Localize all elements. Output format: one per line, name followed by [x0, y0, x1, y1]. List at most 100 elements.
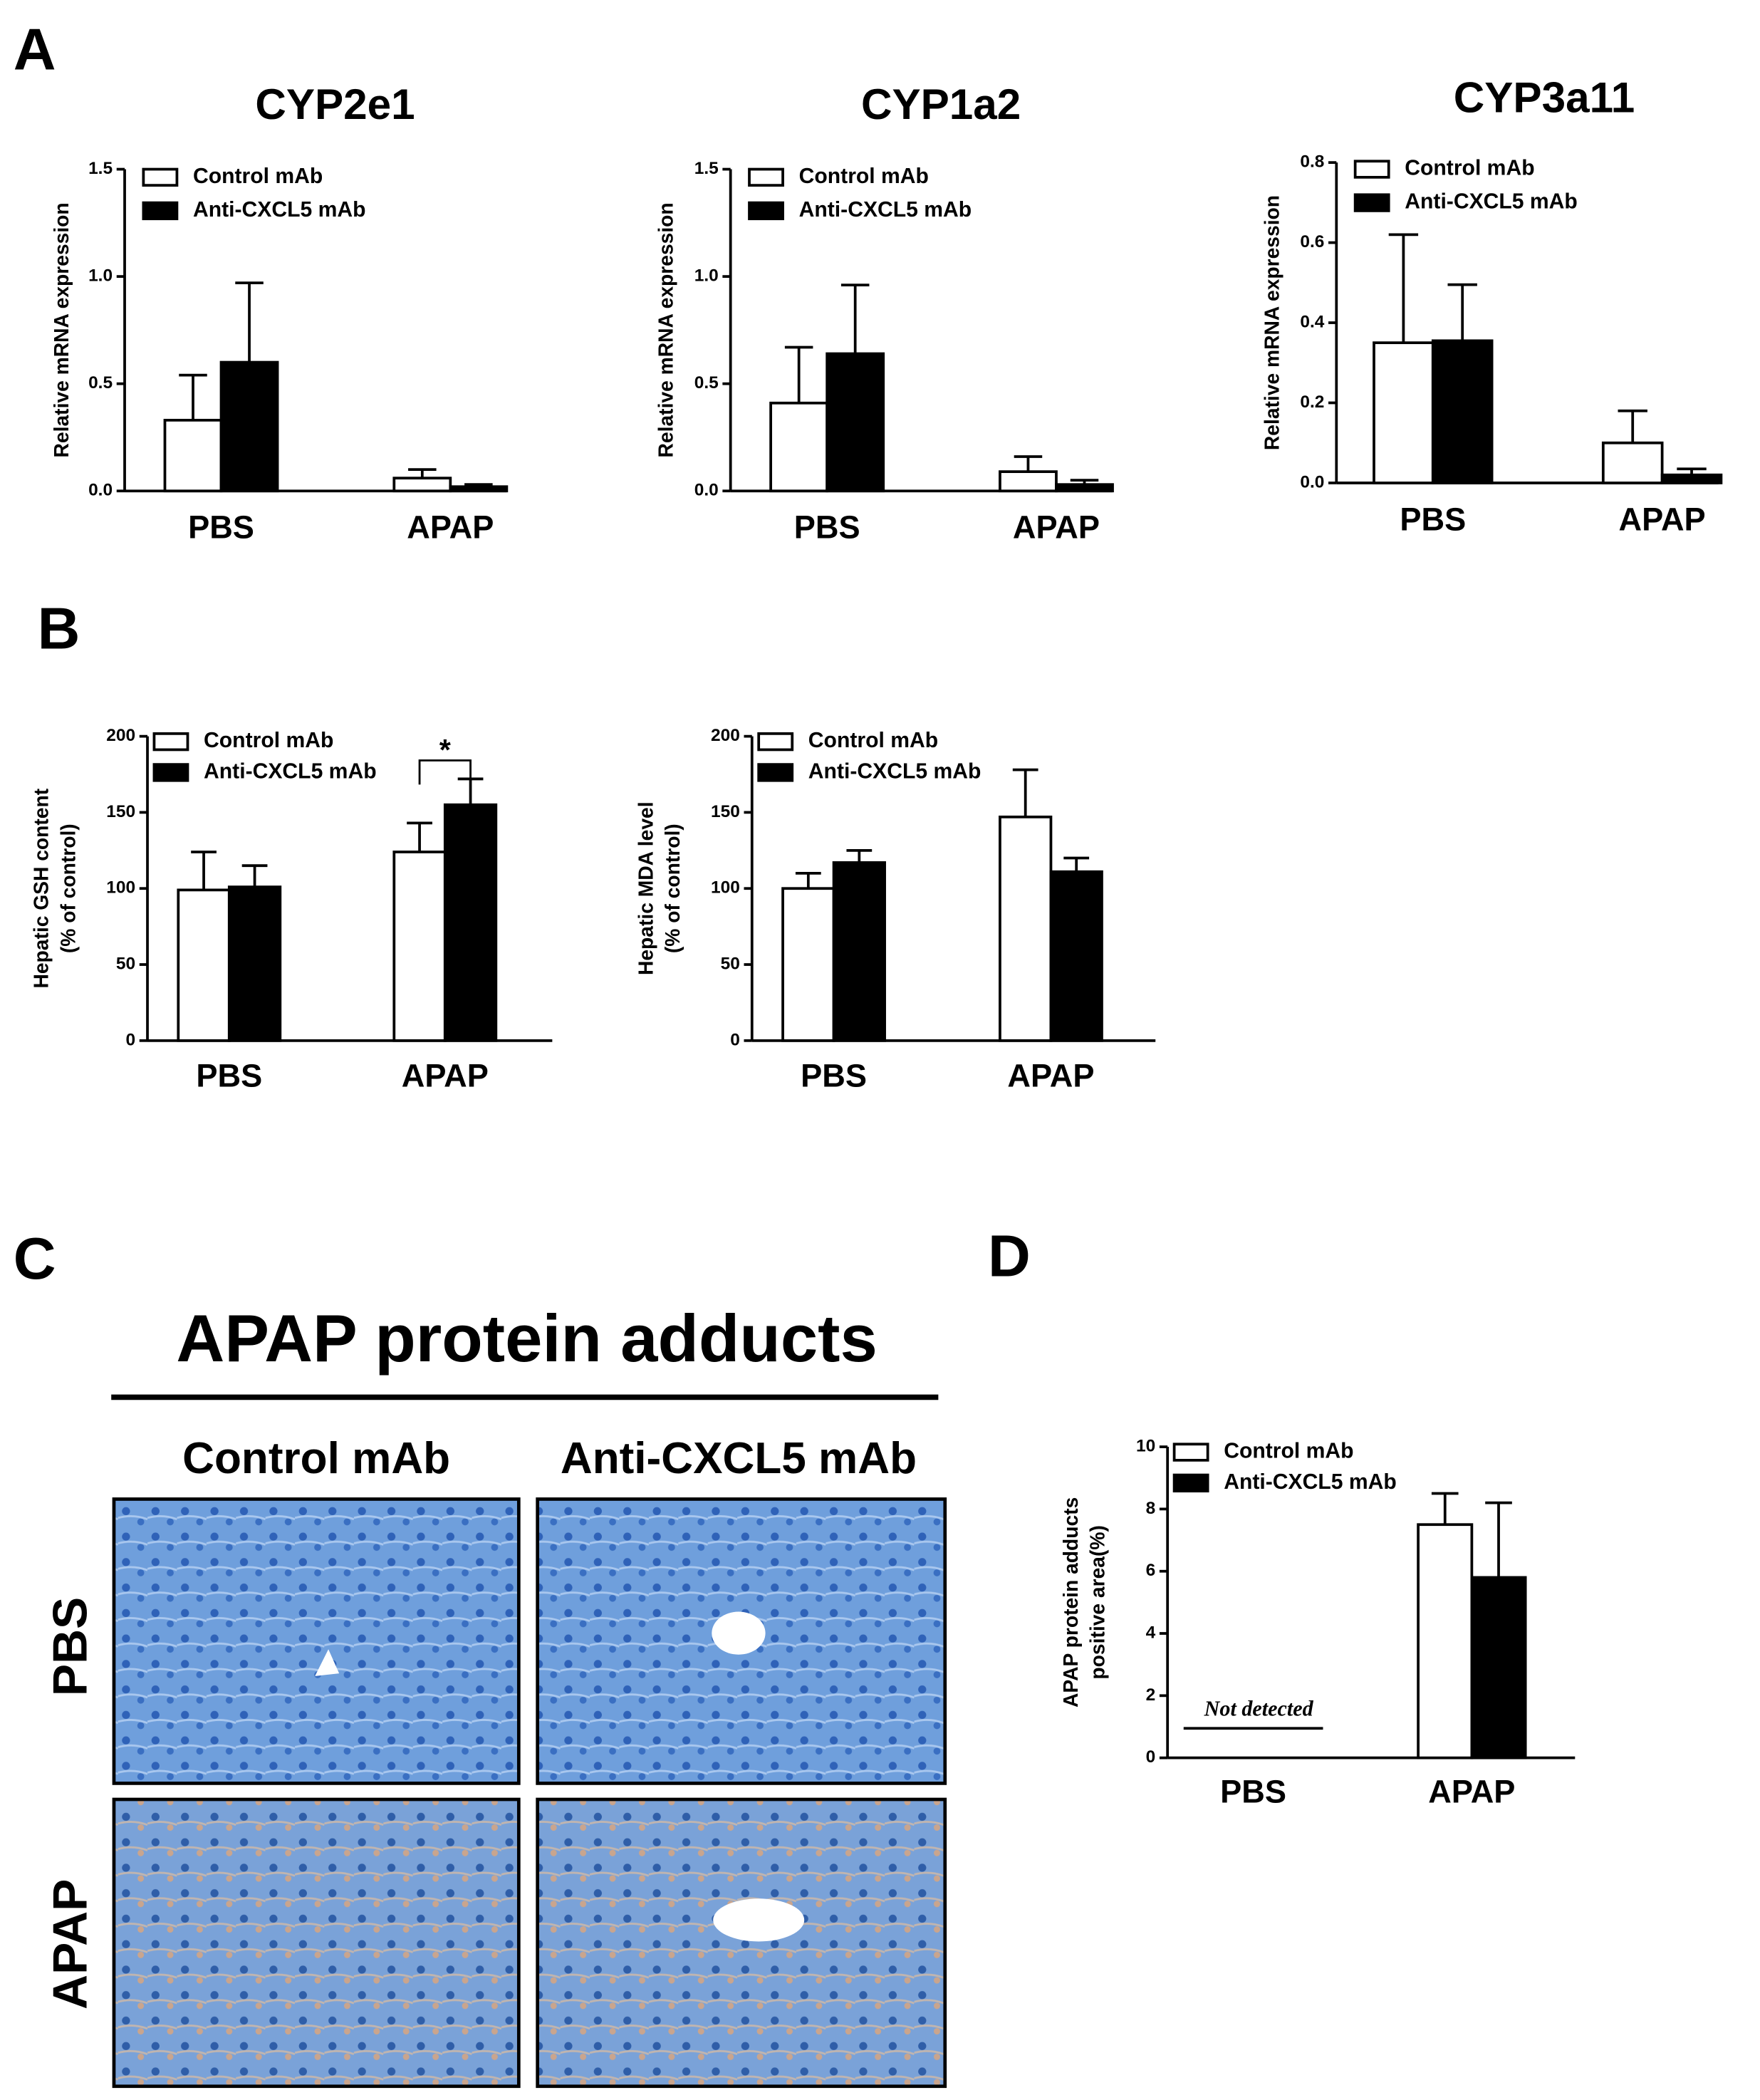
x-tick-label: PBS	[1220, 1773, 1286, 1809]
column-header: Anti-CXCL5 mAb	[561, 1434, 917, 1483]
error-bar	[840, 284, 870, 354]
error-bar	[846, 848, 873, 863]
error-bar	[179, 373, 207, 420]
panel-label: B	[38, 596, 80, 662]
error-bar	[1431, 1492, 1459, 1525]
y-tick-label: 8	[1146, 1499, 1156, 1518]
error-bar	[408, 468, 437, 479]
x-tick-label: PBS	[794, 509, 860, 546]
micrograph	[112, 1797, 521, 2089]
bar	[449, 485, 509, 493]
error-bar	[795, 871, 821, 889]
y-tick-label: 1.5	[694, 159, 719, 178]
y-tick-label: 100	[711, 878, 740, 898]
y-tick-label: 200	[106, 726, 135, 745]
y-tick-label: 2	[1146, 1685, 1156, 1705]
bar	[781, 887, 835, 1042]
annotation: Not detected	[1204, 1697, 1314, 1721]
bar	[1660, 473, 1723, 484]
legend-label: Anti-CXCL5 mAb	[1405, 190, 1578, 214]
y-tick-label: 0.6	[1300, 232, 1324, 251]
y-tick-label: 0.2	[1300, 393, 1324, 412]
legend-swatch	[748, 201, 784, 221]
legend-swatch	[748, 167, 784, 187]
x-tick-label: PBS	[196, 1057, 262, 1093]
y-axis-label: Relative mRNA expression	[1260, 195, 1283, 450]
x-tick-label: PBS	[801, 1057, 867, 1093]
legend-swatch	[142, 167, 179, 187]
bar	[1373, 341, 1434, 484]
y-tick-label: 1.0	[88, 266, 113, 286]
y-tick-label: 0.5	[694, 373, 719, 393]
bar	[826, 352, 885, 493]
y-tick-label: 6	[1146, 1561, 1156, 1580]
bar	[1431, 339, 1494, 484]
y-tick-label: 200	[711, 726, 740, 745]
bar	[1049, 870, 1103, 1042]
micrograph	[112, 1497, 521, 1785]
micrograph	[536, 1797, 947, 2089]
row-header: APAP	[43, 1879, 97, 2010]
y-tick-label: 150	[106, 802, 135, 821]
column-header: Control mAb	[182, 1434, 450, 1483]
error-bar	[407, 821, 432, 852]
legend-label: Control mAb	[1224, 1440, 1353, 1463]
bar	[1601, 441, 1664, 484]
error-bar	[1063, 856, 1090, 872]
bar	[1417, 1523, 1474, 1759]
error-bar	[1388, 233, 1419, 343]
y-tick-label: 0	[730, 1030, 740, 1049]
panel-label: A	[14, 16, 56, 83]
x-tick-label: APAP	[1428, 1773, 1515, 1809]
x-tick-label: APAP	[407, 509, 494, 546]
error-bar	[1014, 455, 1043, 472]
legend-swatch	[152, 732, 189, 752]
y-tick-label: 0	[125, 1030, 135, 1049]
legend-label: Control mAb	[204, 729, 333, 752]
bar	[769, 401, 829, 493]
error-bar	[235, 281, 264, 363]
bar	[999, 815, 1053, 1042]
y-tick-label: 10	[1136, 1437, 1155, 1456]
bar	[1055, 483, 1114, 493]
legend-label: Anti-CXCL5 mAb	[1224, 1470, 1397, 1494]
y-tick-label: 100	[106, 878, 135, 898]
bar	[1470, 1576, 1527, 1759]
bar	[443, 803, 498, 1042]
error-bar	[191, 851, 217, 890]
panel-label: D	[988, 1222, 1031, 1289]
y-axis-label: Hepatic GSH content	[30, 788, 53, 988]
chart-title: CYP2e1	[255, 80, 415, 128]
legend-swatch	[1353, 160, 1390, 179]
y-axis-label: Relative mRNA expression	[655, 202, 677, 457]
legend-label: Control mAb	[808, 729, 938, 752]
error-bar	[1618, 409, 1647, 443]
x-tick-label: PBS	[188, 509, 254, 546]
bar	[392, 477, 452, 493]
legend-label: Anti-CXCL5 mAb	[204, 759, 377, 783]
significance-label: *	[439, 734, 452, 766]
legend-swatch	[142, 201, 179, 221]
legend-swatch	[1172, 1443, 1209, 1462]
y-axis-label: (% of control)	[56, 823, 79, 953]
y-tick-label: 0.0	[694, 481, 719, 500]
chart-title: CYP1a2	[861, 80, 1021, 128]
bar	[219, 360, 279, 493]
y-axis-label: Relative mRNA expression	[50, 202, 73, 457]
error-bar	[784, 345, 813, 403]
significance-bracket	[418, 759, 472, 785]
y-tick-label: 50	[721, 954, 740, 973]
y-tick-label: 0.4	[1300, 313, 1324, 332]
legend-swatch	[1353, 193, 1390, 212]
vein	[713, 1898, 805, 1942]
x-tick-label: APAP	[1619, 501, 1706, 537]
y-tick-label: 0.5	[88, 373, 113, 393]
micrograph-title: APAP protein adducts	[176, 1301, 877, 1376]
legend-label: Control mAb	[799, 165, 929, 188]
error-bar	[1012, 768, 1038, 817]
y-tick-label: 1.0	[694, 266, 719, 286]
y-tick-label: 0.8	[1300, 152, 1324, 172]
bar	[832, 861, 886, 1042]
legend-label: Control mAb	[1405, 157, 1534, 180]
legend-label: Anti-CXCL5 mAb	[193, 198, 366, 222]
